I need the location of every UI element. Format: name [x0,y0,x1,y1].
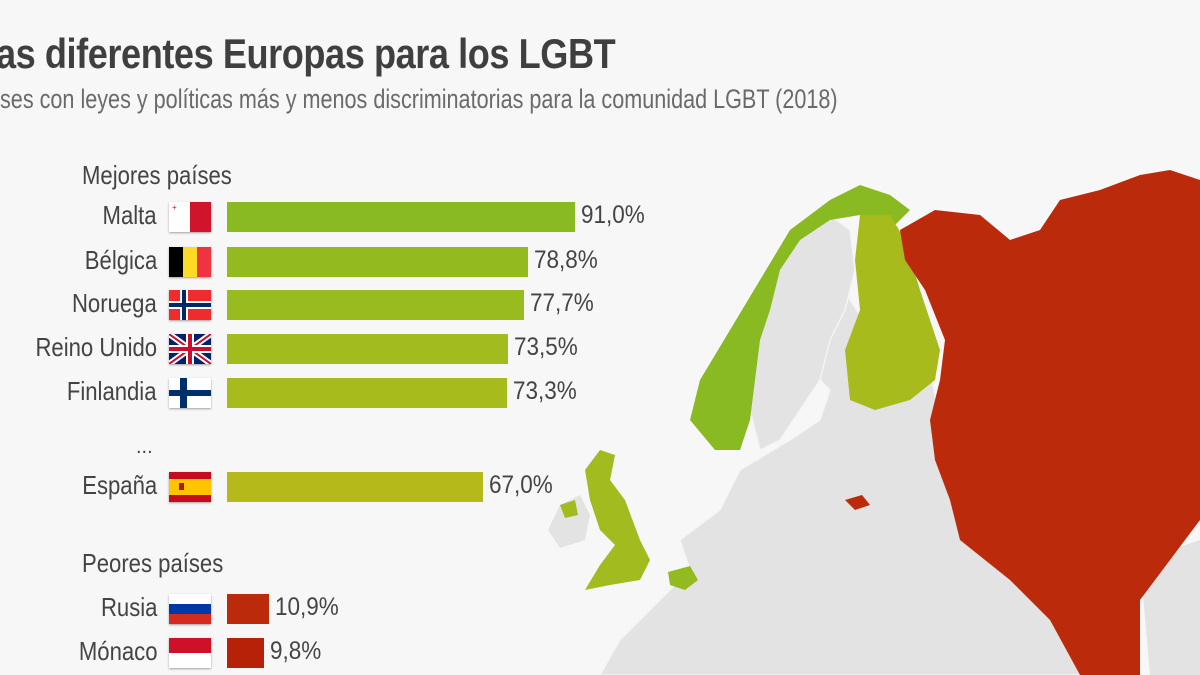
map-ireland [548,495,590,548]
map-finland [845,215,940,410]
malta-flag-icon: + [169,202,211,232]
map-northern-ireland [560,500,578,518]
value-label: 9,8% [270,637,322,665]
category-label-text: Noruega [72,288,157,318]
map-uk [585,450,650,590]
category-label: Mónaco [65,636,157,667]
category-label: Noruega [57,288,157,319]
finland-flag-icon [169,378,211,408]
value-label: 73,3% [513,377,577,405]
category-label: Reino Unido [14,332,157,363]
map-norway [690,185,910,450]
category-label-text: España [82,470,157,500]
russia-flag-icon [169,594,211,624]
bar [227,334,508,364]
category-label-text: Malta [102,200,157,230]
bar [227,378,507,408]
map-belarus-red [845,495,870,510]
value-label: 10,9% [274,593,339,621]
value-label: 73,5% [513,333,578,361]
value-label: 78,8% [534,246,598,274]
ellipsis: ... [136,436,153,458]
bar [227,638,265,668]
category-label: Rusia [91,592,157,623]
worst-section-title: Peores países [82,548,224,578]
category-label: España [69,470,157,501]
value-label: 67,0% [488,471,553,499]
category-label-text: Reino Unido [35,332,157,362]
uk-flag-icon [169,334,211,364]
norway-flag-icon [169,290,211,320]
bar [227,472,483,502]
category-label-text: Bélgica [84,245,157,275]
chart-subtitle: ses con leyes y políticas más y menos di… [0,84,838,114]
spain-flag-icon [169,472,211,502]
best-section-title: Mejores países [82,160,232,190]
value-label: 77,7% [529,289,594,317]
bar [227,247,529,277]
category-label: Malta [93,200,157,231]
bar [227,594,269,624]
category-label: Finlandia [51,376,157,407]
bar [227,202,575,232]
category-label-text: Mónaco [78,636,157,666]
category-label-text: Rusia [100,592,157,622]
map-russia [900,170,1200,675]
map-belgium [668,566,698,590]
bar [227,290,524,320]
monaco-flag-icon [169,638,211,668]
belgium-flag-icon [169,247,211,277]
value-label: 91,0% [580,201,645,229]
category-label-text: Finlandia [67,376,157,406]
chart-title: as diferentes Europas para los LGBT [0,30,616,77]
category-label: Bélgica [72,245,157,276]
